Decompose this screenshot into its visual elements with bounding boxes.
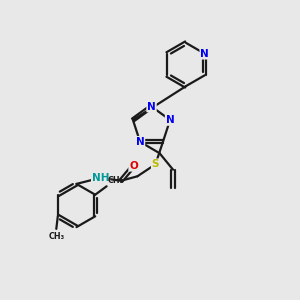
Text: O: O <box>129 161 138 171</box>
Text: N: N <box>200 49 209 59</box>
Text: N: N <box>147 101 156 112</box>
Text: N: N <box>166 115 174 125</box>
Text: S: S <box>152 159 159 169</box>
Text: CH₃: CH₃ <box>48 232 64 241</box>
Text: N: N <box>136 137 144 147</box>
Text: CH₃: CH₃ <box>107 176 124 185</box>
Text: NH: NH <box>92 173 109 183</box>
